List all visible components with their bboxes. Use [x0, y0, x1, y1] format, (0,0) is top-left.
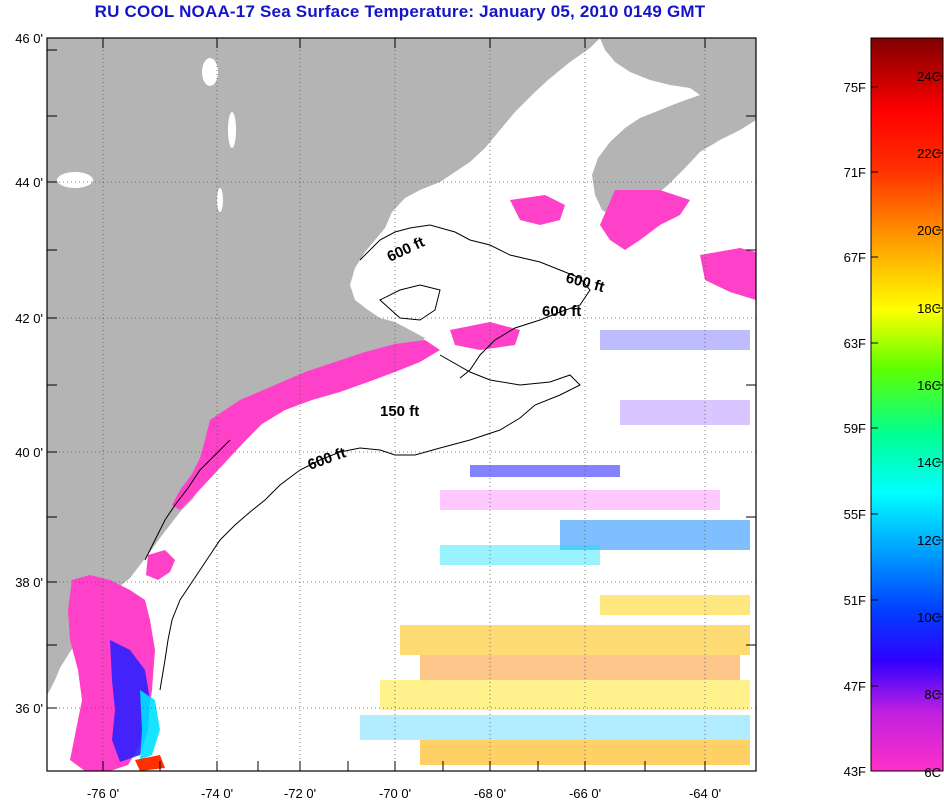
colorbar-c-label: 22C [917, 146, 941, 161]
lat-label: 36 0' [15, 701, 43, 716]
sst-coastal-cold-water [172, 340, 440, 510]
colorbar [870, 37, 944, 772]
lon-label: -64 0' [689, 786, 721, 801]
lake [57, 172, 93, 188]
lat-label: 40 0' [15, 445, 43, 460]
contour-label: 600 ft [542, 303, 581, 320]
sst-speckles [360, 330, 750, 765]
sst-warm-edge [135, 755, 165, 771]
colorbar-f-label: 55F [844, 507, 866, 522]
lon-label: -66 0' [569, 786, 601, 801]
colorbar-c-label: 8C [924, 687, 941, 702]
colorbar-f-label: 71F [844, 165, 866, 180]
colorbar-f-label: 47F [844, 679, 866, 694]
lon-label: -70 0' [379, 786, 411, 801]
map-frame [46, 37, 757, 772]
lake [217, 188, 223, 212]
lon-label: -74 0' [201, 786, 233, 801]
lake [202, 58, 218, 86]
lat-label: 46 0' [15, 31, 43, 46]
sst-shelf-gradient [110, 640, 150, 762]
colorbar-ticks [871, 75, 943, 695]
colorbar-c-label: 6C [924, 765, 941, 780]
frame-ticks [47, 38, 756, 771]
colorbar-c-label: 18C [917, 301, 941, 316]
sst-gulf-maine-patch [510, 195, 565, 225]
land-nova-scotia [592, 38, 756, 218]
lon-label: -76 0' [87, 786, 119, 801]
colorbar-c-label: 12C [917, 533, 941, 548]
lon-label: -68 0' [474, 786, 506, 801]
sst-east-patch [700, 248, 756, 300]
colorbar-f-label: 63F [844, 336, 866, 351]
map-title: RU COOL NOAA-17 Sea Surface Temperature:… [94, 2, 706, 21]
colorbar-c-label: 20C [917, 223, 941, 238]
sst-chesapeake [146, 550, 175, 580]
land-long-island [205, 358, 320, 400]
colorbar-f-label: 43F [844, 764, 866, 779]
colorbar-c-label: 24C [917, 69, 941, 84]
sst-shelf-cyan [140, 690, 160, 760]
lat-label: 38 0' [15, 575, 43, 590]
colorbar-f-label: 75F [844, 80, 866, 95]
colorbar-f-label: 59F [844, 421, 866, 436]
lat-label: 42 0' [15, 311, 43, 326]
colorbar-c-label: 16C [917, 378, 941, 393]
colorbar-c-label: 14C [917, 455, 941, 470]
lake [228, 112, 236, 148]
sst-ne-cold-patch [600, 190, 690, 250]
isobath-contours [144, 224, 591, 691]
contour-label: 150 ft [380, 403, 419, 420]
lat-label: 44 0' [15, 175, 43, 190]
colorbar-f-label: 67F [844, 250, 866, 265]
colorbar-c-label: 10C [917, 610, 941, 625]
colorbar-f-label: 51F [844, 593, 866, 608]
lon-label: -72 0' [284, 786, 316, 801]
sst-georges-patch [450, 322, 520, 350]
